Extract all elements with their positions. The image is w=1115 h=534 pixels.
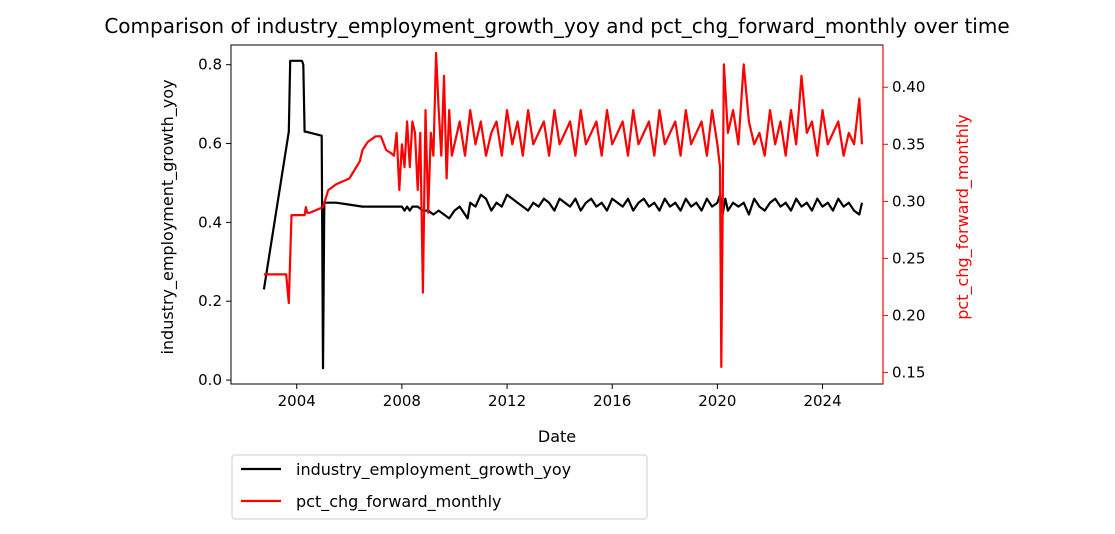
x-tick-label-1: 2008 [383, 392, 421, 410]
y-right-tick-label-0: 0.15 [892, 364, 925, 382]
y-left-tick-label-0: 0.0 [198, 371, 222, 389]
y-right-axis-title: pct_chg_forward_monthly [953, 114, 973, 320]
x-tick-label-4: 2020 [698, 392, 736, 410]
y-right-tick-label-1: 0.20 [892, 307, 925, 325]
y-left-tick-label-4: 0.8 [198, 56, 222, 74]
legend: industry_employment_growth_yoy pct_chg_f… [231, 454, 648, 520]
series-layer [262, 51, 864, 370]
y-left-axis-title: industry_employment_growth_yoy [158, 79, 178, 354]
plot-frame [230, 44, 884, 385]
legend-label-series-0: industry_employment_growth_yoy [296, 460, 571, 480]
x-axis-title: Date [538, 427, 576, 446]
y-right-tick-label-4: 0.35 [892, 135, 925, 153]
x-tick-label-2: 2012 [488, 392, 526, 410]
x-tick-label-5: 2024 [803, 392, 841, 410]
x-axis-ticks: 2004 2008 2012 2016 2020 2024 [278, 384, 842, 410]
y-left-tick-label-1: 0.2 [198, 292, 222, 310]
y-right-tick-label-5: 0.40 [892, 78, 925, 96]
chart-title: Comparison of industry_employment_growth… [104, 14, 1009, 38]
legend-box [231, 454, 648, 520]
x-tick-label-3: 2016 [593, 392, 631, 410]
y-left-tick-label-3: 0.6 [198, 135, 222, 153]
series-line-0 [262, 59, 864, 370]
y-right-tick-label-2: 0.25 [892, 249, 925, 267]
y-left-axis-ticks: 0.0 0.2 0.4 0.6 0.8 [198, 56, 231, 389]
y-left-tick-label-2: 0.4 [198, 213, 222, 231]
x-tick-label-0: 2004 [278, 392, 316, 410]
y-right-tick-label-3: 0.30 [892, 192, 925, 210]
series-line-1 [263, 51, 864, 368]
y-right-axis-ticks: 0.15 0.20 0.25 0.30 0.35 0.40 [883, 78, 925, 382]
legend-label-series-1: pct_chg_forward_monthly [296, 492, 502, 512]
plot-area [230, 44, 884, 385]
